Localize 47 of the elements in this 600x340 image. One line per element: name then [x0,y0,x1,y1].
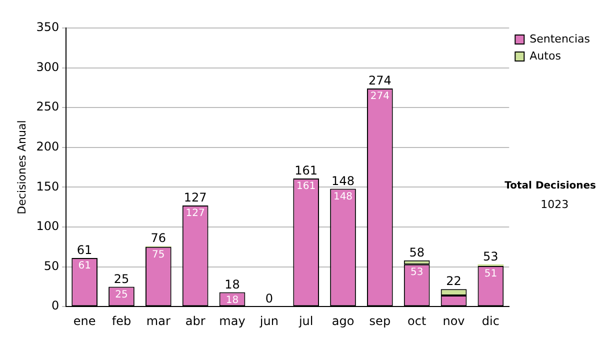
x-tick-label: nov [442,314,465,328]
total-label: 58 [409,246,424,260]
data-label: 148 [333,191,353,202]
y-tick-label: 250 [36,100,60,114]
x-tick-label: oct [408,314,426,328]
data-label: 53 [410,267,424,278]
y-tick-label: 350 [36,20,60,34]
data-label: 25 [115,289,128,300]
data-label: 51 [484,268,498,280]
data-label: 274 [370,91,390,102]
x-tick-label: dic [482,314,500,328]
total-label: 274 [368,74,392,88]
total-label: 25 [114,272,130,286]
x-tick-label: ago [332,314,354,328]
y-tick-label: 50 [44,258,60,273]
x-tick-label: ene [73,314,96,328]
total-label: 161 [294,164,318,178]
y-tick-label: 100 [36,219,60,234]
x-tick-label: feb [112,314,132,328]
total-label: 127 [184,190,207,205]
y-tick-label: 150 [36,179,60,194]
x-tick-label: jun [258,314,278,328]
data-label: 61 [78,260,91,272]
total-label: 0 [265,292,273,306]
x-tick-label: abr [185,314,206,328]
y-axis-title: Decisiones Anual [15,120,28,214]
text: 1023 [540,198,569,211]
total-label: 53 [483,250,498,264]
legend-label: Autos [530,49,562,62]
total-label: 61 [76,243,92,258]
x-tick-label: mar [146,314,170,328]
x-tick-label: jul [298,314,314,328]
legend-label: Sentencias [530,32,590,46]
total-label: 76 [150,231,166,246]
total-label: 18 [224,277,240,292]
data-label: 18 [226,294,239,306]
annotation: Total Decisiones [504,180,596,192]
y-tick-label: 300 [36,60,60,74]
y-tick-label: 0 [51,298,60,313]
total-label: 22 [446,274,462,288]
x-tick-label: sep [369,314,391,328]
data-label: 75 [152,249,165,260]
total-label: 148 [332,174,354,188]
y-tick-label: 200 [36,140,60,154]
data-label: 161 [296,181,316,192]
x-tick-label: may [219,314,246,328]
data-label: 127 [186,208,205,220]
